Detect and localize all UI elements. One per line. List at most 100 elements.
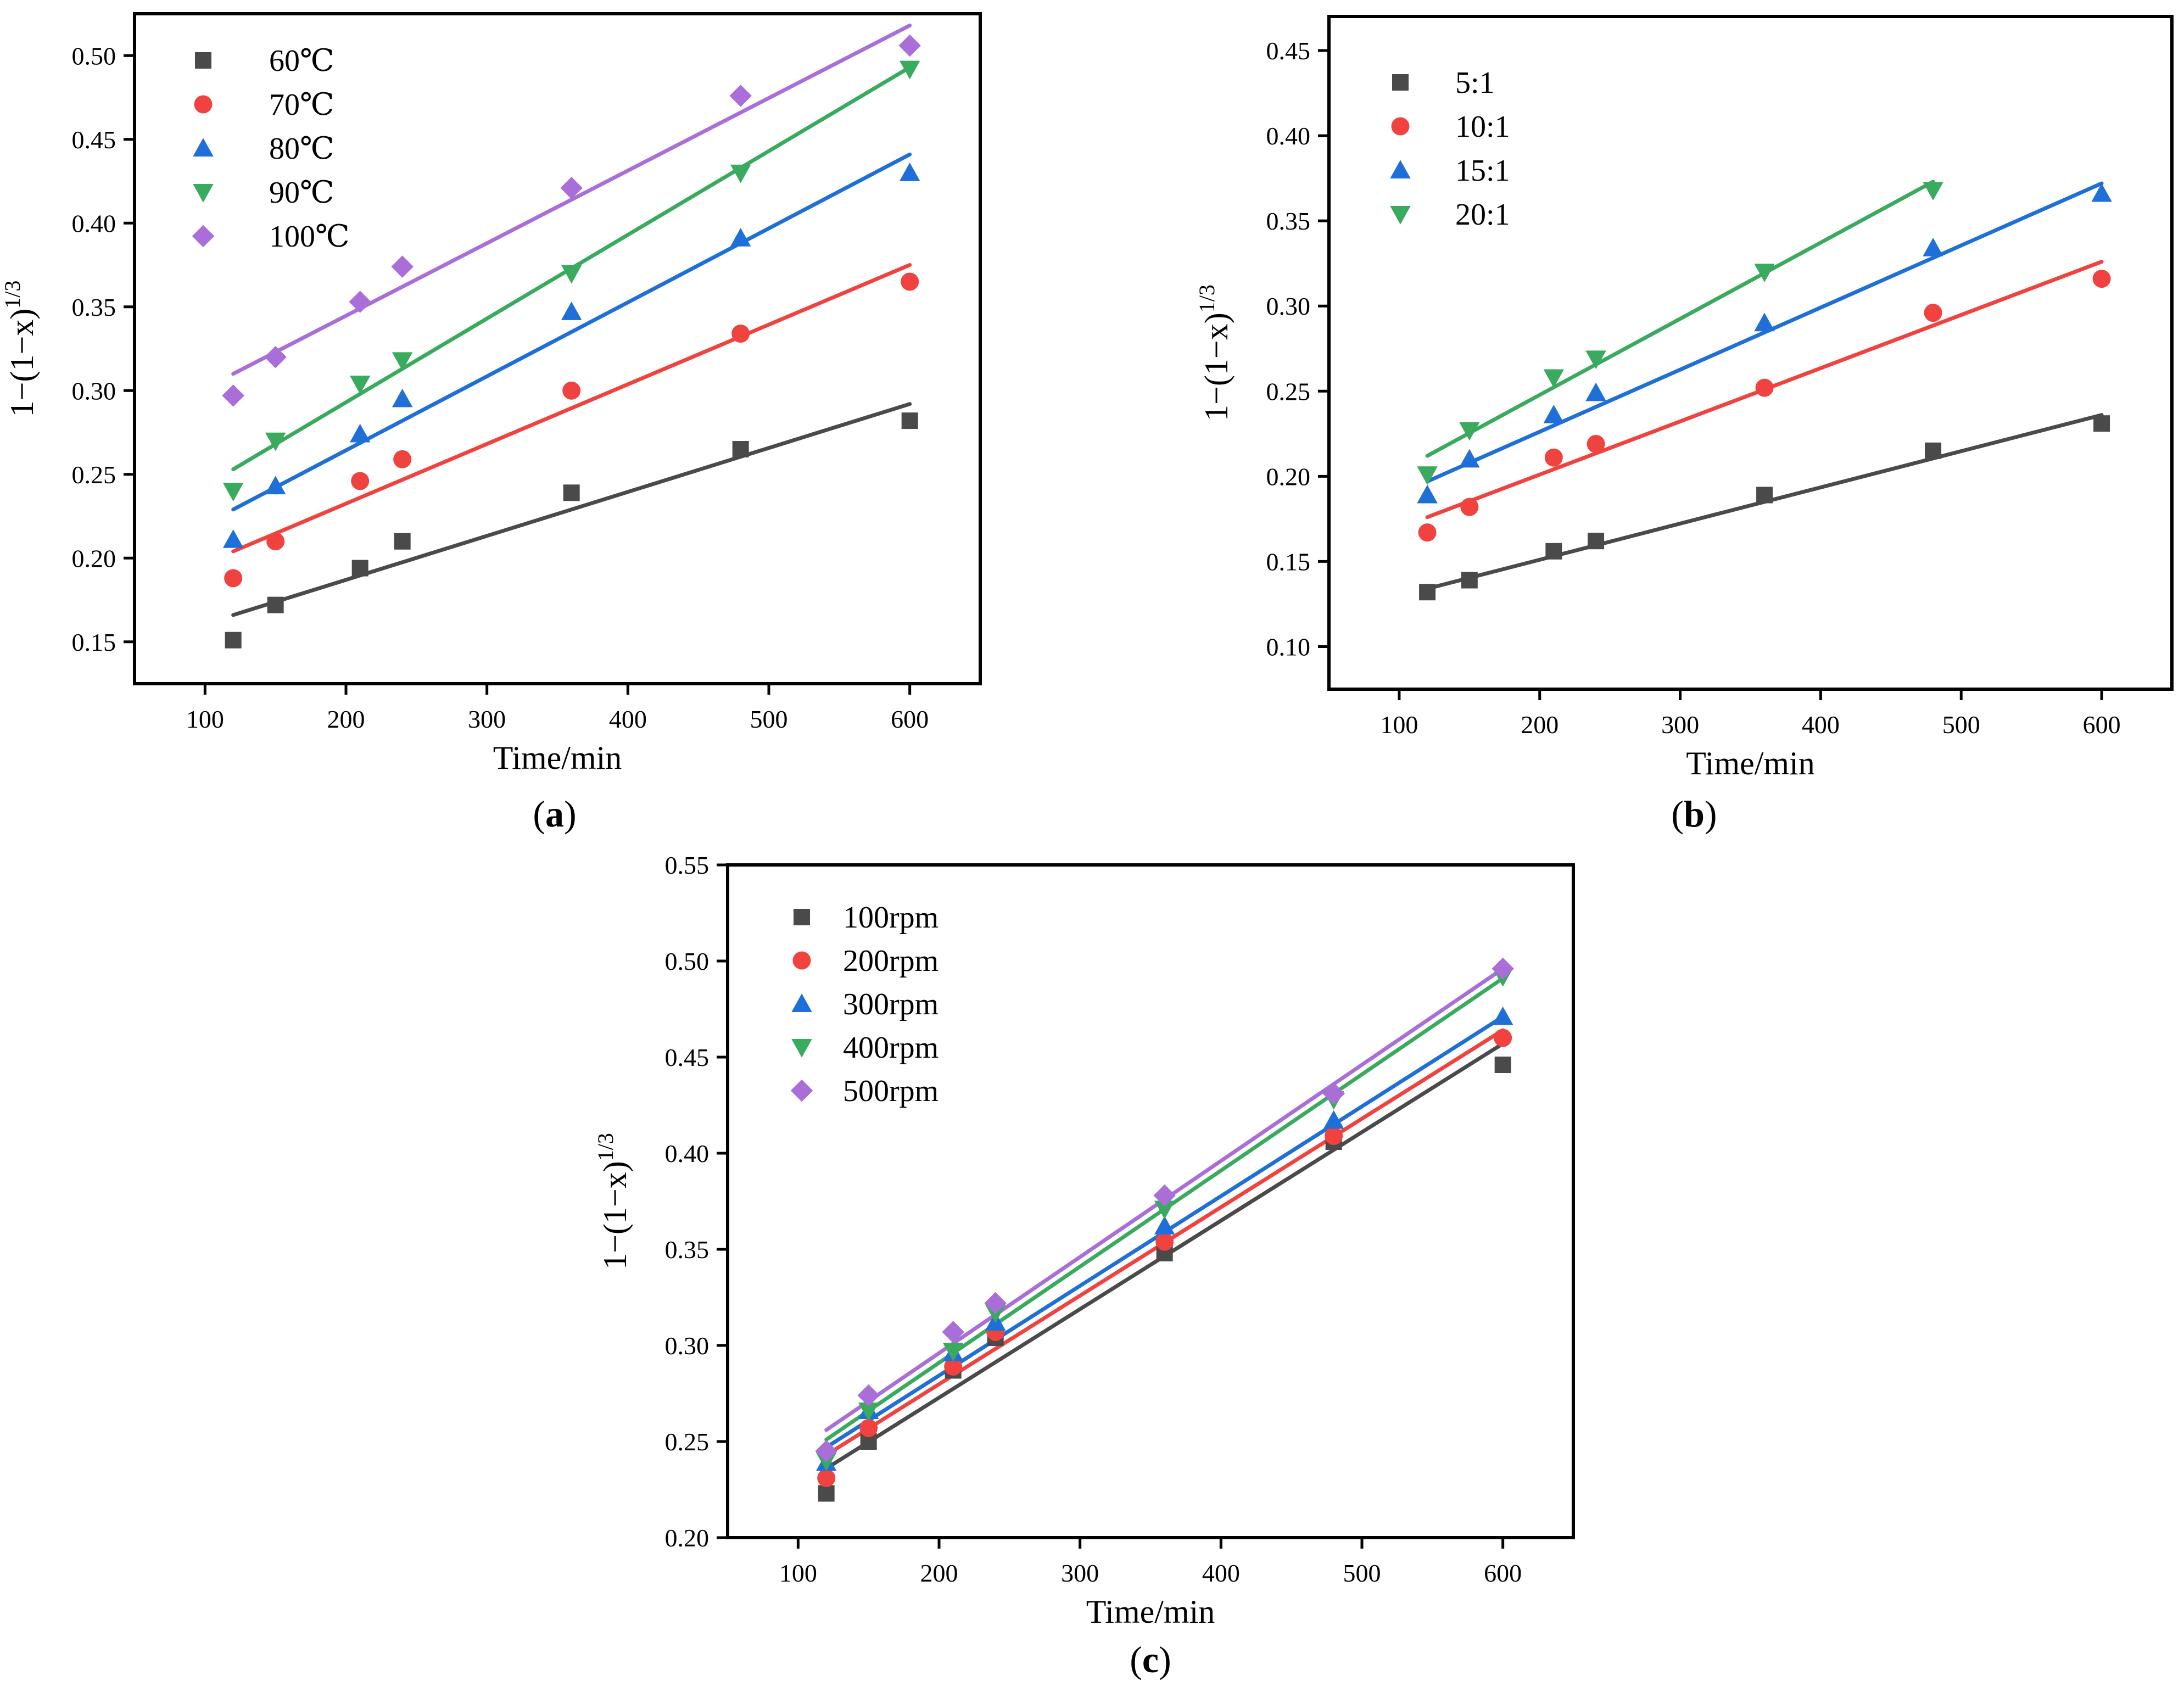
panel-a-plot-frame [133,12,982,685]
panel-b-caption: (b) [1671,793,1717,835]
panel-a-x-tick-label: 400 [609,705,647,733]
panel-c-y-axis-label: 1−(1−x)1/3 [593,1133,633,1270]
panel-a-data-point [730,227,751,247]
panel-b-plot-frame [1327,15,2174,691]
panel-a-data-point [267,596,284,613]
panel-a-x-tick-label: 100 [186,705,224,733]
panel-a-fit-line-1 [231,263,912,554]
panel-a-legend-label: 60℃ [269,44,334,78]
panel-a-data-point [563,484,580,501]
panel-c-data-point [1492,957,1514,980]
panel-b-y-tick-label: 0.25 [1266,377,1311,405]
panel-c-data-point [944,1358,963,1376]
panel-c-x-tick-label: 600 [1484,1559,1522,1587]
panel-a-legend-marker [194,95,213,114]
panel-c-data-point [817,1469,836,1487]
panel-c-legend-marker [792,951,811,970]
panel-a-data-point [225,632,242,649]
panel-a-fit-line-4 [231,23,912,376]
panel-a-data-point [351,472,370,490]
panel-c-data-point [984,1292,1007,1315]
panel-c-y-tick-label: 0.20 [665,1524,710,1552]
panel-a-legend-label: 80℃ [269,132,334,166]
panel-a-y-tick-label: 0.40 [72,209,116,237]
panel-a-fit-line-0 [231,402,912,617]
panel-c-y-tick-label: 0.55 [665,851,710,879]
panel-a-data-point [562,381,581,400]
panel-c-x-axis-label: Time/min [1086,1594,1215,1630]
panel-b-legend-marker [1391,117,1410,136]
panel-b-x-tick-label: 600 [2083,711,2121,739]
panel-a-data-point [392,352,413,371]
panel-c-x-tick-label: 200 [920,1559,958,1587]
panel-b-data-point [1545,543,1562,560]
panel-b-data-point [1544,448,1563,467]
panel-a-data-point [392,388,413,407]
panel-b-data-point [1756,487,1773,504]
panel-c-data-point [1325,1127,1343,1145]
panel-a-data-point [222,529,244,548]
panel-a-data-point [899,163,920,181]
panel-a-y-tick-label: 0.45 [72,126,116,154]
panel-b-x-tick-label: 400 [1802,711,1840,739]
panel-a-data-point [394,533,411,550]
panel-b-data-point [1923,238,1943,256]
panel-b-legend-label: 15:1 [1455,154,1510,188]
panel-c-data-point [859,1419,878,1437]
panel-a-y-tick-label: 0.25 [72,461,116,489]
panel-c-data-point [1322,1082,1345,1105]
panel-b-data-point [1417,484,1438,504]
panel-c-data-point [858,1403,879,1421]
panel-a-data-point [222,384,244,407]
panel-c-legend-label: 500rpm [843,1074,939,1108]
panel-c-data-point [857,1384,880,1407]
panel-a-data-point [901,272,919,291]
panel-c-y-tick-label: 0.50 [665,947,710,975]
panel-a-y-tick-label: 0.15 [72,628,116,656]
panel-b-data-point [2091,183,2112,202]
panel-a-legend-label: 90℃ [269,176,334,210]
panel-b: 100 200 300 400 500 600 0.10 0.15 0.20 0.25 0.30 0.… [1194,15,2174,835]
panel-a-data-point [731,325,750,343]
panel-b-fit-line-3 [1425,180,1935,458]
panel-b-data-point [1754,264,1775,282]
panel-c-data-point [1494,1057,1511,1073]
panel-a-data-point [349,423,371,443]
panel-c-data-point [942,1321,964,1343]
panel-a-legend-label: 100℃ [269,220,350,254]
panel-b-data-point [1755,378,1774,397]
panel-a-data-point [349,291,371,313]
panel-a-legend-marker [193,138,214,157]
panel-c-y-tick-label: 0.25 [665,1428,710,1456]
panel-c-legend-marker [791,1039,812,1058]
panel-c-caption: (c) [1130,1639,1171,1680]
panel-c-legend-label: 400rpm [843,1031,939,1065]
panel-a-data-point [349,376,371,394]
panel-c-plot-frame [726,863,1575,1539]
panel-b-data-point [1461,572,1478,589]
panel-a-data-point [560,176,583,199]
panel-b-data-point [1585,350,1606,370]
panel-a-data-point [561,265,582,284]
panel-c-y-tick-label: 0.30 [665,1332,710,1360]
panel-b-data-point [1460,498,1479,516]
panel-c-x-tick-label: 500 [1343,1559,1381,1587]
panel-a-data-point [730,164,751,183]
panel-a-x-tick-label: 600 [891,705,929,733]
panel-b-legend-label: 20:1 [1455,198,1510,232]
panel-b-y-tick-label: 0.45 [1266,37,1311,65]
panel-b-data-point [1587,434,1605,453]
panel-b-fit-line-2 [1425,181,2104,484]
panel-a-data-point [265,432,286,451]
panel-c-data-point [1153,1184,1176,1207]
panel-b-data-point [1754,312,1775,332]
panel-b-y-tick-label: 0.15 [1266,548,1311,576]
panel-c-data-point [818,1485,835,1502]
panel-a-data-point [729,85,752,107]
panel-a-data-point [732,441,749,457]
panel-b-x-tick-label: 200 [1521,711,1559,739]
panel-c-legend-label: 200rpm [843,944,939,978]
panel-b-data-point [1923,182,1943,201]
panel-a-data-point [351,560,368,577]
panel-b-data-point [2093,415,2110,432]
